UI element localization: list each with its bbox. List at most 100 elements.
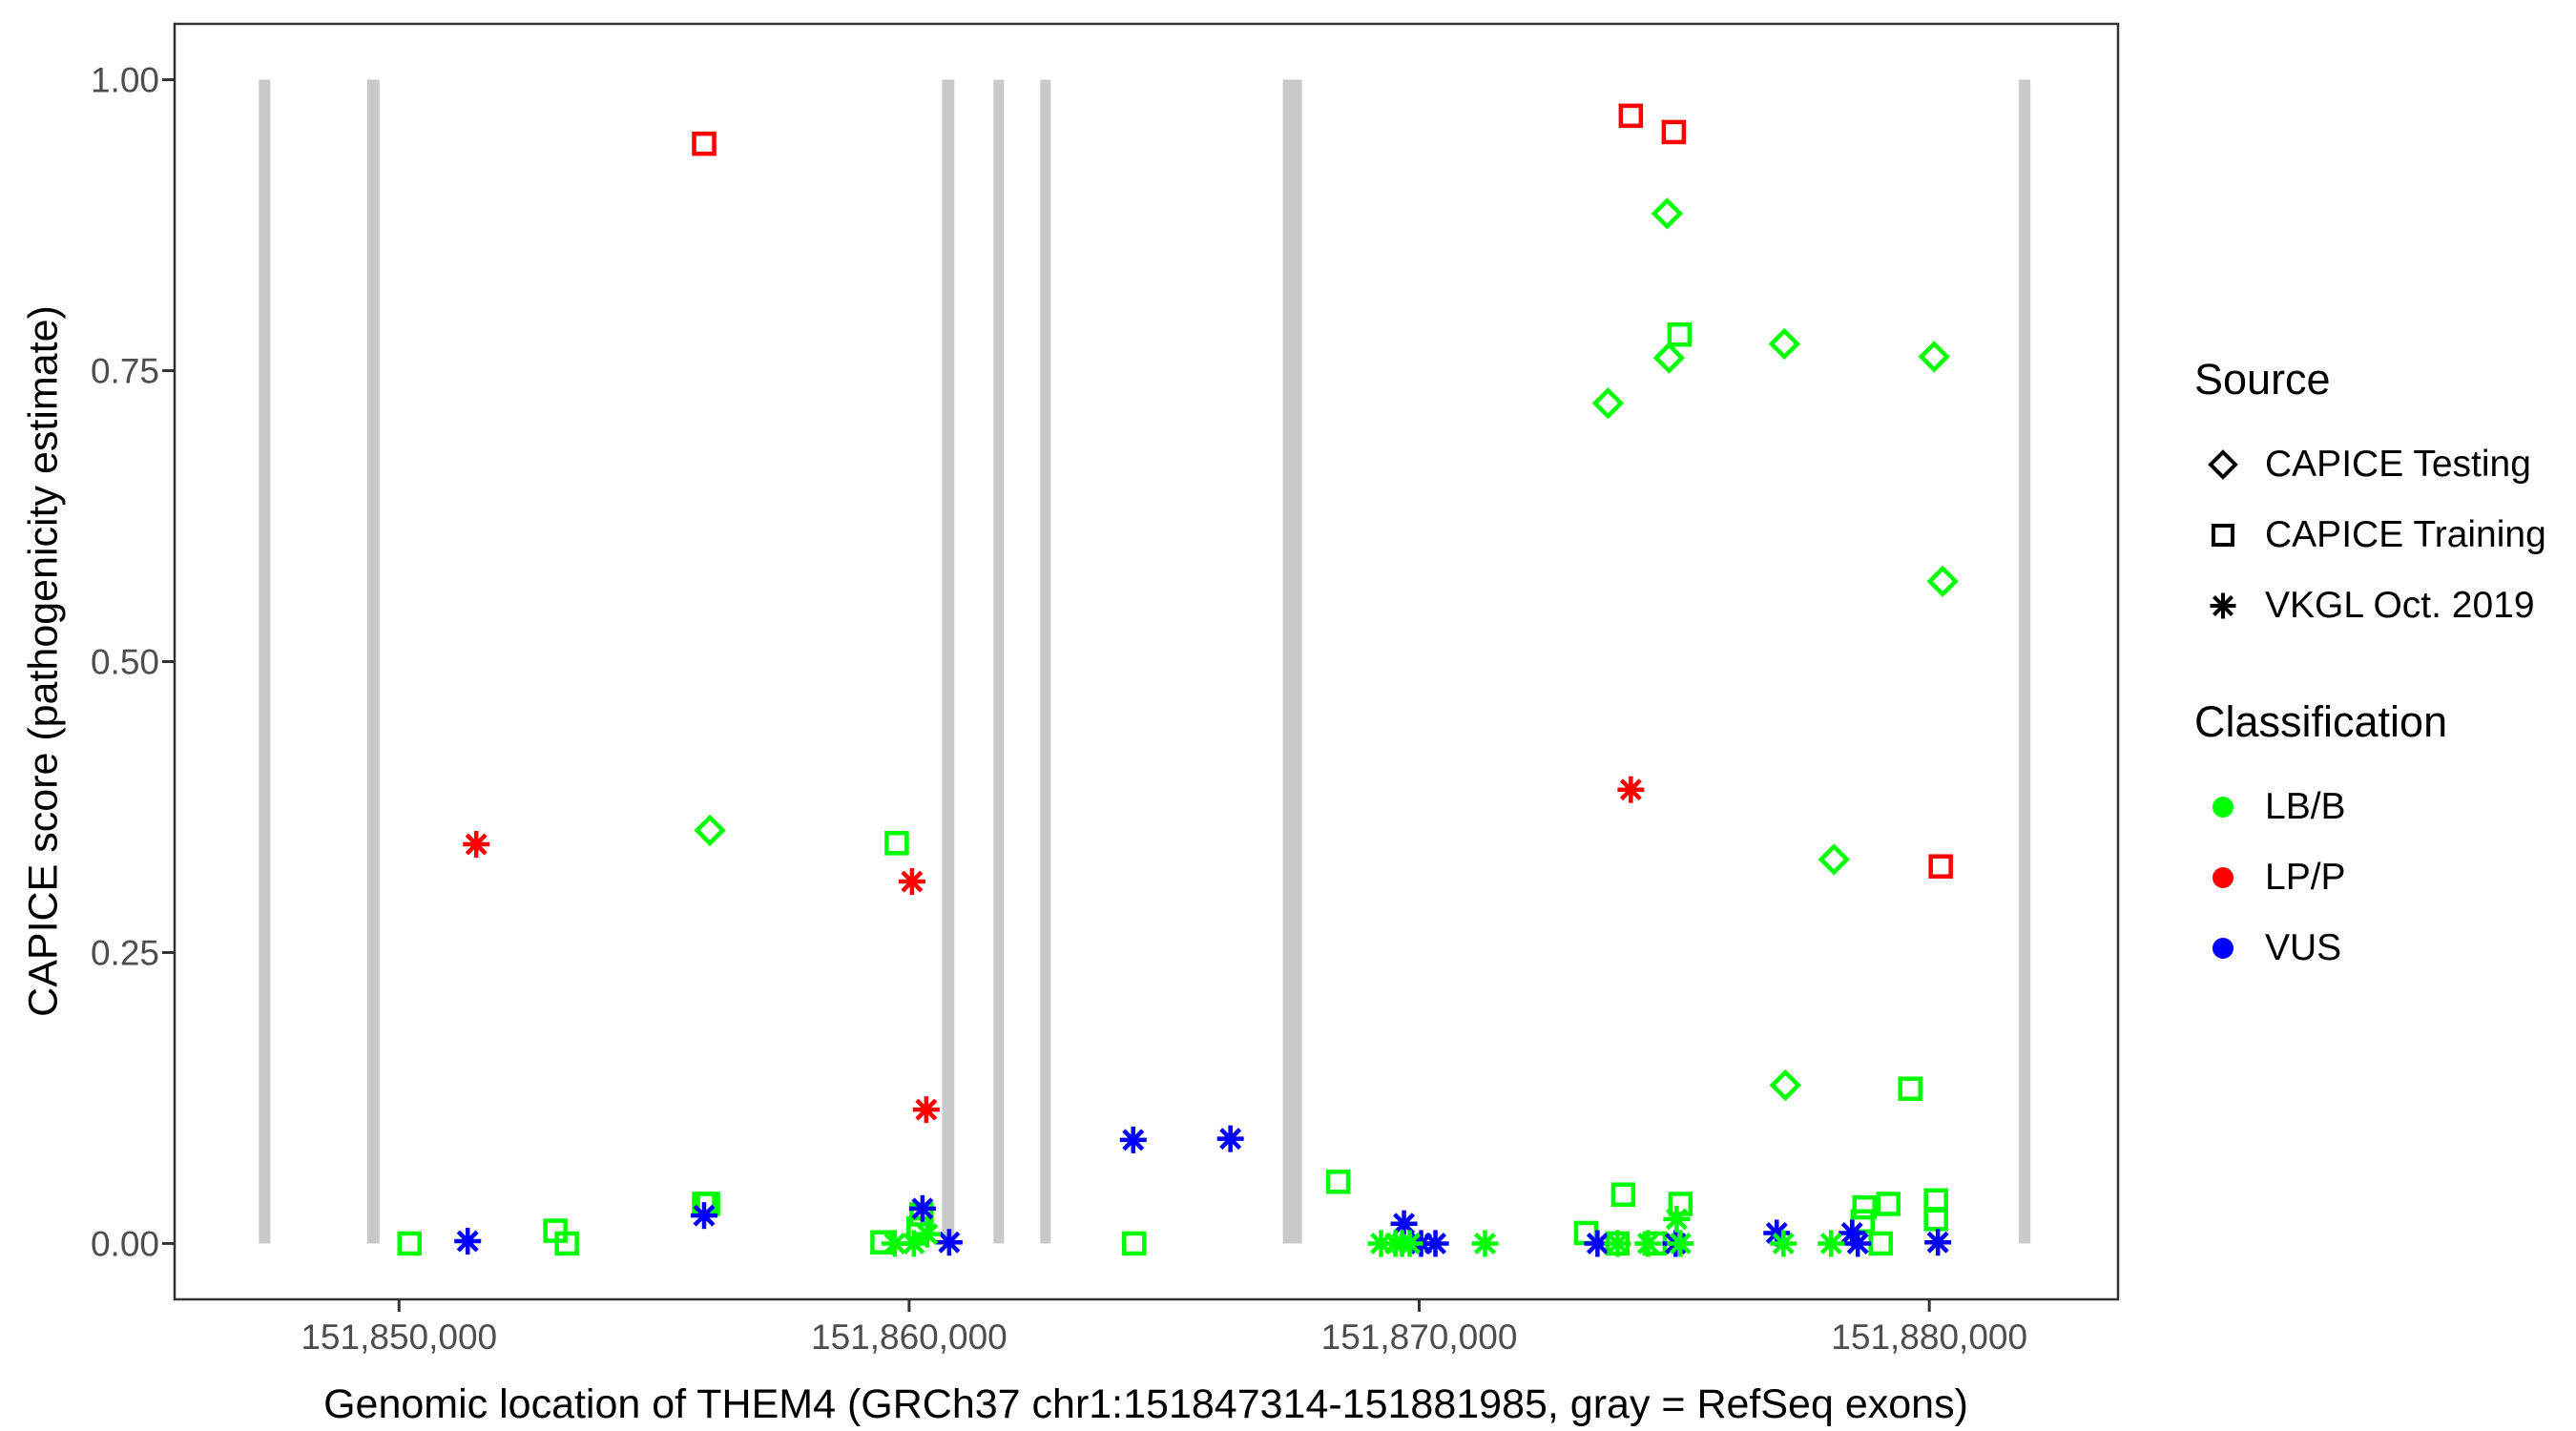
asterisk-spoke — [1606, 1232, 1629, 1255]
asterisk-spoke — [693, 1204, 716, 1227]
asterisk-spoke — [916, 1223, 939, 1246]
y-tick-label: 0.50 — [91, 643, 159, 682]
asterisk-spoke — [1819, 1232, 1842, 1255]
square-icon — [2194, 507, 2252, 564]
legend-symbol-canvas — [2210, 592, 2236, 619]
data-point-asterisk — [1617, 776, 1645, 803]
exon-bar — [259, 79, 271, 1244]
classification-dot-glyph — [2212, 938, 2233, 959]
asterisk-spoke — [1424, 1232, 1447, 1255]
legend-symbol-canvas — [2212, 867, 2233, 888]
data-point-square — [1121, 1231, 1147, 1256]
exon-bar — [366, 79, 380, 1244]
legend-item-capice-testing: CAPICE Testing — [2194, 429, 2546, 500]
data-point-asterisk — [935, 1229, 963, 1256]
data-point-square — [1661, 119, 1687, 145]
asterisk-spoke — [1665, 1208, 1688, 1231]
data-point-square — [1325, 1170, 1351, 1194]
data-point-asterisk — [912, 1096, 940, 1124]
asterisk-spoke — [456, 1230, 479, 1253]
asterisk-spoke — [938, 1231, 961, 1254]
data-point-diamond — [1818, 843, 1850, 876]
asterisk-spoke — [1772, 1232, 1795, 1255]
asterisk-spoke — [1636, 1232, 1659, 1255]
legend-item-vkgl: VKGL Oct. 2019 — [2194, 570, 2546, 641]
data-point-asterisk — [1844, 1230, 1872, 1257]
exon-bar — [1282, 79, 1302, 1244]
legend-item-label: LP/P — [2265, 857, 2346, 898]
legend-source-title: Source — [2194, 355, 2331, 404]
legend-item-lbb: LB/B — [2194, 772, 2447, 842]
asterisk-spoke — [465, 833, 488, 856]
y-tick-label: 0.75 — [91, 352, 159, 391]
x-axis-title: Genomic location of THEM4 (GRCh37 chr1:1… — [323, 1381, 1968, 1427]
data-point-square — [554, 1231, 579, 1256]
legend-item-label: CAPICE Training — [2265, 514, 2546, 555]
legend-item-label: CAPICE Testing — [2265, 444, 2531, 485]
y-axis-title: CAPICE score (pathogenicity estimate) — [20, 305, 67, 1017]
data-point-square — [1852, 1194, 1877, 1220]
data-point-square — [1876, 1192, 1901, 1216]
legend-item-vus: VUS — [2194, 913, 2447, 984]
data-point-asterisk — [1422, 1230, 1449, 1257]
classification-dot-glyph — [2212, 797, 2233, 818]
data-point-square — [1898, 1076, 1922, 1101]
asterisk-spoke — [901, 870, 924, 893]
legend-classification: Classification LB/B LP/P VUS — [2194, 697, 2447, 984]
data-point-asterisk — [1390, 1210, 1418, 1237]
data-point-asterisk — [1471, 1230, 1499, 1257]
y-tick-label: 0.25 — [91, 933, 159, 972]
exon-bar — [993, 79, 1005, 1244]
data-point-square — [1928, 854, 1953, 879]
data-point-asterisk — [691, 1202, 718, 1230]
asterisk-spoke — [1393, 1213, 1416, 1235]
diamond-icon — [2194, 436, 2252, 493]
data-point-diamond — [1926, 565, 1959, 598]
legend-symbol-canvas — [2208, 449, 2238, 480]
asterisk-spoke — [1846, 1232, 1869, 1255]
data-point-asterisk — [913, 1220, 941, 1248]
data-point-asterisk — [1604, 1230, 1631, 1257]
square-glyph — [2212, 524, 2234, 547]
plot-panel-border — [173, 22, 2120, 1301]
asterisk-spoke — [903, 1232, 925, 1255]
legend-item-label: LB/B — [2265, 786, 2346, 827]
legend-classification-title: Classification — [2194, 697, 2448, 746]
legend-item-lpp: LP/P — [2194, 842, 2447, 913]
data-point-asterisk — [900, 1230, 927, 1257]
legend-symbol-canvas — [2212, 797, 2233, 818]
data-point-diamond — [1918, 341, 1950, 373]
asterisk-spoke — [911, 1197, 934, 1220]
data-point-asterisk — [1818, 1230, 1845, 1257]
data-point-square — [1610, 1182, 1636, 1207]
asterisk-spoke — [1474, 1232, 1496, 1255]
legend-item-label: VKGL Oct. 2019 — [2265, 585, 2535, 626]
x-tick-label: 151,860,000 — [811, 1317, 1008, 1357]
data-point-square — [1668, 1192, 1693, 1216]
asterisk-spoke — [1219, 1128, 1242, 1151]
data-point-asterisk — [1396, 1230, 1423, 1257]
data-point-asterisk — [908, 1194, 936, 1222]
data-point-asterisk — [1667, 1230, 1694, 1257]
data-point-asterisk — [454, 1228, 482, 1255]
data-point-square — [692, 131, 717, 156]
asterisk-spoke — [1926, 1231, 1949, 1254]
data-point-diamond — [1651, 197, 1684, 230]
diamond-glyph — [2208, 449, 2238, 480]
data-point-asterisk — [1584, 1230, 1611, 1257]
classification-dot-glyph — [2212, 867, 2233, 888]
data-point-square — [1667, 321, 1693, 347]
exon-bar — [1040, 79, 1051, 1244]
y-tick-label: 1.00 — [91, 61, 159, 100]
asterisk-spoke — [915, 1098, 938, 1121]
vus-dot-icon — [2194, 920, 2252, 977]
data-point-square — [397, 1231, 423, 1256]
asterisk-spoke — [1122, 1129, 1145, 1151]
data-point-square — [884, 831, 909, 856]
asterisk-spoke — [1669, 1232, 1692, 1255]
data-point-square — [1618, 103, 1644, 129]
data-point-asterisk — [1663, 1205, 1691, 1233]
data-point-asterisk — [1634, 1230, 1662, 1257]
legend-item-capice-training: CAPICE Training — [2194, 500, 2546, 570]
